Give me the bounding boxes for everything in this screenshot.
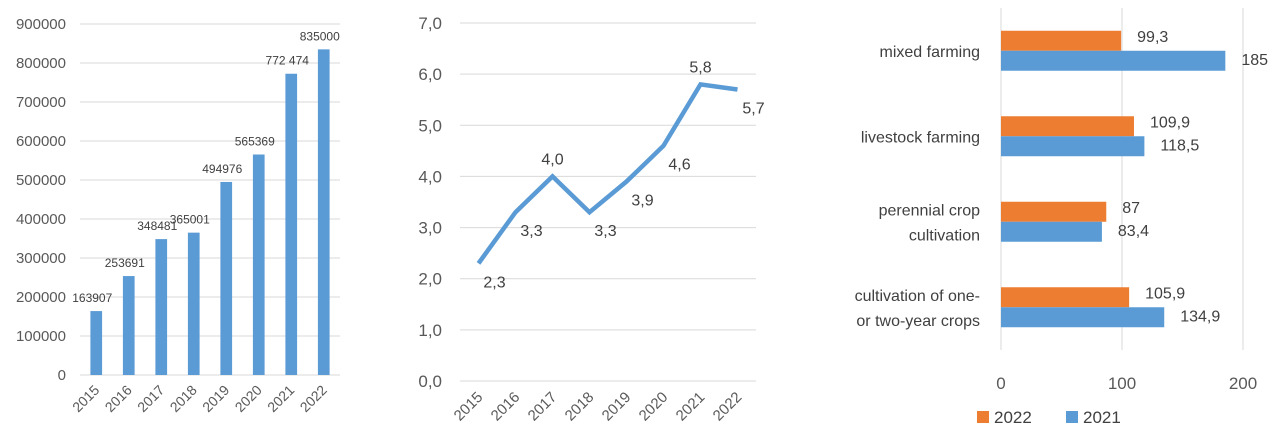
y-tick-label: 0 [58, 367, 66, 384]
bar [1001, 136, 1145, 157]
x-tick-label: 2022 [297, 382, 330, 415]
data-label: 348481 [137, 219, 177, 233]
data-label: 494976 [202, 162, 242, 176]
bar [220, 181, 233, 375]
y-tick-label: 2,0 [418, 270, 442, 289]
y-tick-label: 3,0 [418, 219, 442, 238]
x-tick-label: 200 [1229, 374, 1257, 393]
data-label: 253691 [105, 256, 145, 270]
data-label: 565369 [235, 135, 275, 149]
legend-label: 2021 [1083, 408, 1121, 427]
y-tick-label: 0,0 [418, 372, 442, 391]
x-tick-label: 2022 [710, 389, 746, 425]
category-label: or two-year crops [856, 313, 980, 330]
y-tick-label: 100000 [16, 328, 66, 345]
y-tick-label: 4,0 [418, 167, 442, 186]
bar [1001, 116, 1134, 137]
y-tick-label: 700000 [16, 94, 66, 111]
data-label: 3,3 [520, 223, 542, 240]
category-label: mixed farming [880, 44, 980, 61]
legend-swatch [1066, 411, 1078, 423]
category-label: cultivation [909, 227, 980, 244]
bar [90, 311, 103, 375]
bar [1001, 30, 1122, 51]
bar [122, 276, 135, 375]
chart-farming-types: 0 100 200 mixed farming 99,3 185,4 livestock f… [855, 8, 1269, 427]
data-label: 185,4 [1241, 52, 1269, 69]
x-tick-label: 2015 [69, 382, 102, 415]
data-label: 109,9 [1150, 114, 1190, 131]
bar [317, 49, 330, 375]
legend-swatch [977, 411, 989, 423]
x-tick-label: 100 [1108, 374, 1136, 393]
data-label: 3,3 [594, 223, 616, 240]
x-tick-label: 2019 [599, 389, 635, 425]
x-tick-label: 0 [996, 374, 1005, 393]
data-label: 105,9 [1145, 285, 1185, 302]
data-label: 4,6 [668, 157, 690, 174]
x-tick-label: 2020 [232, 382, 265, 415]
y-tick-label: 7,0 [418, 14, 442, 33]
chart-annual-values: 0 100000 200000 300000 400000 500000 600000 700… [16, 16, 340, 415]
y-tick-label: 600000 [16, 133, 66, 150]
data-label: 87 [1122, 200, 1140, 217]
x-tick-label: 2020 [636, 389, 672, 425]
bar [252, 154, 265, 375]
data-label: 835000 [300, 29, 340, 43]
series-line [476, 81, 738, 265]
x-tick-label: 2015 [451, 389, 487, 425]
bar [187, 232, 200, 375]
data-label: 99,3 [1137, 29, 1168, 46]
bar [1001, 50, 1226, 71]
x-tick-label: 2017 [134, 382, 167, 415]
category-label: perennial crop [879, 202, 981, 219]
data-label: 118,5 [1160, 137, 1199, 154]
y-tick-label: 900000 [16, 16, 66, 33]
bar [1001, 287, 1130, 308]
y-tick-label: 400000 [16, 211, 66, 228]
bar [155, 239, 168, 375]
data-label: 83,4 [1118, 223, 1149, 240]
bar [1001, 221, 1102, 242]
data-label: 134,9 [1180, 308, 1220, 325]
y-tick-label: 500000 [16, 172, 66, 189]
x-tick-label: 2021 [673, 389, 709, 425]
data-label: 163907 [72, 291, 112, 305]
legend-label: 2022 [994, 408, 1032, 427]
data-label: 365001 [170, 213, 210, 227]
bar [1001, 201, 1107, 222]
x-tick-label: 2016 [488, 389, 524, 425]
category-label: livestock farming [861, 129, 980, 146]
bar [285, 73, 298, 375]
x-tick-label: 2021 [264, 382, 297, 415]
x-tick-label: 2016 [102, 382, 135, 415]
data-label: 2,3 [483, 274, 505, 291]
legend: 2022 2021 [977, 408, 1121, 427]
x-tick-label: 2019 [199, 382, 232, 415]
chart-line-index: 0,0 1,0 2,0 3,0 4,0 5,0 6,0 7,0 2,3 3,3 4,0 3,3 3,9 4… [418, 14, 764, 424]
y-tick-label: 800000 [16, 55, 66, 72]
data-label: 3,9 [631, 193, 653, 210]
y-tick-label: 6,0 [418, 65, 442, 84]
data-label: 5,7 [742, 100, 764, 117]
y-tick-label: 5,0 [418, 116, 442, 135]
data-label: 5,8 [689, 59, 711, 76]
x-tick-label: 2018 [562, 389, 598, 425]
category-label: cultivation of one- [855, 288, 980, 305]
y-tick-label: 300000 [16, 250, 66, 267]
x-tick-label: 2018 [167, 382, 200, 415]
data-label: 772 474 [266, 54, 310, 68]
y-tick-label: 1,0 [418, 321, 442, 340]
bar [1001, 307, 1165, 328]
data-label: 4,0 [541, 151, 563, 168]
y-tick-label: 200000 [16, 289, 66, 306]
x-tick-label: 2017 [525, 389, 561, 425]
